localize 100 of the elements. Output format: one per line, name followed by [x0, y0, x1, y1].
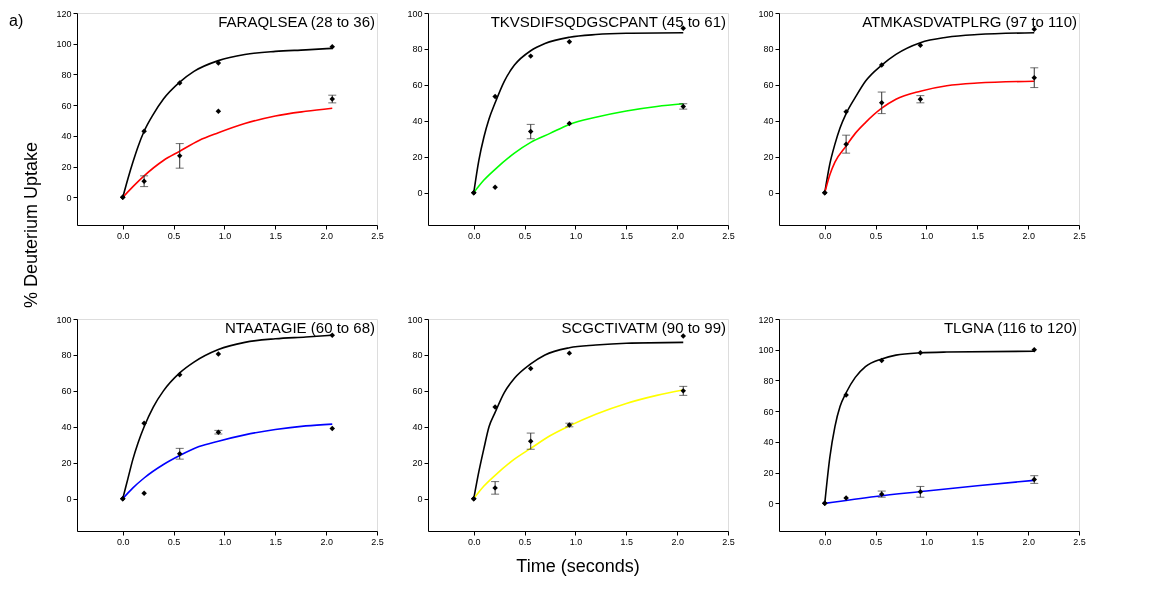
x-tick-label: 1.5 — [620, 536, 634, 547]
x-tick-label: 0.0 — [468, 230, 481, 241]
point — [527, 53, 534, 59]
line-series — [472, 389, 685, 500]
x-tick-label: 2.5 — [722, 536, 735, 547]
x-tick-label: 0.0 — [819, 536, 832, 547]
x-tick-label: 2.5 — [1073, 230, 1086, 241]
x-tick-label: 2.0 — [1022, 536, 1035, 547]
point — [176, 451, 183, 457]
line-series — [121, 423, 334, 500]
point — [215, 351, 222, 357]
y-tick-label: 100 — [56, 39, 72, 50]
chart-title: TLGNA (116 to 120) — [943, 319, 1077, 336]
x-tick-label: 1.0 — [920, 536, 934, 547]
y-tick-label: 100 — [407, 8, 423, 19]
point — [1031, 74, 1037, 81]
y-tick-label: 100 — [407, 314, 423, 325]
y-tick-label: 20 — [412, 458, 423, 469]
point — [141, 490, 147, 497]
y-tick-label: 80 — [61, 350, 72, 361]
x-tick-label: 0.0 — [468, 536, 481, 547]
y-tick-label: 60 — [763, 406, 774, 417]
chart-title: ATMKASDVATPLRG (97 to 110) — [862, 13, 1077, 30]
x-tick-label: 1.5 — [269, 230, 283, 241]
y-tick-label: 60 — [763, 80, 774, 91]
x-tick-label: 2.0 — [320, 230, 333, 241]
y-tick-label: 60 — [412, 386, 423, 397]
x-tick-label: 1.0 — [218, 230, 232, 241]
point — [878, 100, 885, 106]
y-tick-label: 80 — [61, 69, 72, 80]
point — [141, 420, 147, 426]
y-tick-label: 0 — [66, 192, 72, 203]
point — [917, 350, 924, 356]
point — [917, 489, 924, 495]
y-axis-title: % Deuterium Uptake — [21, 141, 41, 309]
point — [843, 109, 849, 115]
point — [917, 42, 924, 49]
y-tick-label: 80 — [412, 44, 423, 55]
chart-title: NTAATAGIE (60 to 68) — [224, 319, 375, 336]
y-tick-label: 80 — [412, 350, 423, 361]
x-tick-label: 2.5 — [371, 230, 384, 241]
x-tick-label: 0.5 — [518, 536, 532, 547]
y-tick-label: 20 — [763, 468, 774, 479]
y-tick-label: 100 — [758, 345, 774, 356]
x-tick-label: 1.5 — [971, 230, 985, 241]
point — [215, 60, 222, 66]
x-tick-label: 0.0 — [117, 536, 130, 547]
x-tick-label: 0.5 — [518, 230, 532, 241]
x-tick-label: 1.5 — [269, 536, 283, 547]
chart-title: TKVSDIFSQDGSCPANT (45 to 61) — [490, 13, 726, 30]
x-tick-label: 0.0 — [117, 230, 130, 241]
x-tick-label: 0.5 — [869, 230, 883, 241]
x-tick-label: 0.5 — [167, 230, 181, 241]
point — [527, 365, 534, 372]
point — [141, 128, 147, 135]
point — [215, 108, 222, 115]
y-tick-label: 0 — [768, 498, 774, 509]
x-tick-label: 1.0 — [569, 230, 583, 241]
y-tick-label: 20 — [763, 152, 774, 163]
x-tick-label: 2.5 — [371, 536, 384, 547]
y-tick-label: 40 — [412, 422, 423, 433]
y-tick-label: 40 — [412, 116, 423, 127]
point — [176, 80, 183, 86]
y-tick-label: 40 — [61, 131, 72, 142]
x-tick-label: 2.0 — [320, 536, 333, 547]
point — [527, 438, 534, 444]
point — [527, 128, 534, 135]
x-tick-label: 1.0 — [920, 230, 934, 241]
point — [492, 93, 498, 100]
x-tick-label: 1.5 — [620, 230, 634, 241]
x-tick-label: 0.5 — [869, 536, 883, 547]
y-tick-label: 0 — [417, 188, 423, 199]
point — [176, 153, 183, 159]
x-tick-label: 2.5 — [1073, 536, 1086, 547]
y-tick-label: 40 — [61, 422, 72, 433]
y-tick-label: 0 — [768, 188, 774, 199]
y-tick-label: 20 — [412, 152, 423, 163]
y-tick-label: 20 — [61, 458, 72, 469]
y-tick-label: 0 — [417, 494, 423, 505]
x-tick-label: 2.5 — [722, 230, 735, 241]
point — [176, 371, 183, 378]
y-tick-label: 0 — [66, 494, 72, 505]
point — [141, 178, 147, 184]
x-tick-label: 0.0 — [819, 230, 832, 241]
y-tick-label: 100 — [56, 314, 72, 325]
text: a) — [9, 12, 24, 29]
y-tick-label: 40 — [763, 116, 774, 127]
point — [566, 39, 573, 45]
y-tick-label: 60 — [412, 80, 423, 91]
y-tick-label: 60 — [61, 386, 72, 397]
y-tick-label: 20 — [61, 162, 72, 173]
y-tick-label: 120 — [56, 8, 72, 19]
y-tick-label: 80 — [763, 375, 774, 386]
point — [566, 350, 573, 356]
chart-title: FARAQLSEA (28 to 36) — [218, 13, 375, 30]
x-tick-label: 2.0 — [1022, 230, 1035, 241]
x-tick-label: 0.5 — [167, 536, 181, 547]
x-tick-label: 1.0 — [218, 536, 232, 547]
y-tick-label: 120 — [758, 314, 774, 325]
y-tick-label: 60 — [61, 100, 72, 111]
